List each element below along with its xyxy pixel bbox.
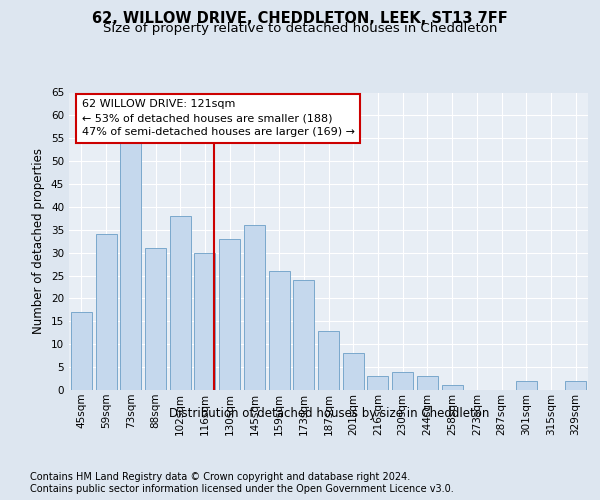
Bar [318, 330, 339, 390]
Bar [120, 143, 141, 390]
Text: 62 WILLOW DRIVE: 121sqm
← 53% of detached houses are smaller (188)
47% of semi-d: 62 WILLOW DRIVE: 121sqm ← 53% of detache… [82, 100, 355, 138]
Bar [516, 381, 537, 390]
Bar [71, 312, 92, 390]
Bar [170, 216, 191, 390]
Bar [417, 376, 438, 390]
Bar [343, 354, 364, 390]
Text: Distribution of detached houses by size in Cheddleton: Distribution of detached houses by size … [169, 408, 489, 420]
Bar [95, 234, 116, 390]
Bar [194, 252, 215, 390]
Text: Contains HM Land Registry data © Crown copyright and database right 2024.: Contains HM Land Registry data © Crown c… [30, 472, 410, 482]
Bar [244, 225, 265, 390]
Bar [392, 372, 413, 390]
Bar [145, 248, 166, 390]
Bar [565, 381, 586, 390]
Bar [367, 376, 388, 390]
Text: 62, WILLOW DRIVE, CHEDDLETON, LEEK, ST13 7FF: 62, WILLOW DRIVE, CHEDDLETON, LEEK, ST13… [92, 11, 508, 26]
Bar [219, 239, 240, 390]
Bar [293, 280, 314, 390]
Text: Size of property relative to detached houses in Cheddleton: Size of property relative to detached ho… [103, 22, 497, 35]
Text: Contains public sector information licensed under the Open Government Licence v3: Contains public sector information licen… [30, 484, 454, 494]
Bar [269, 271, 290, 390]
Y-axis label: Number of detached properties: Number of detached properties [32, 148, 46, 334]
Bar [442, 386, 463, 390]
